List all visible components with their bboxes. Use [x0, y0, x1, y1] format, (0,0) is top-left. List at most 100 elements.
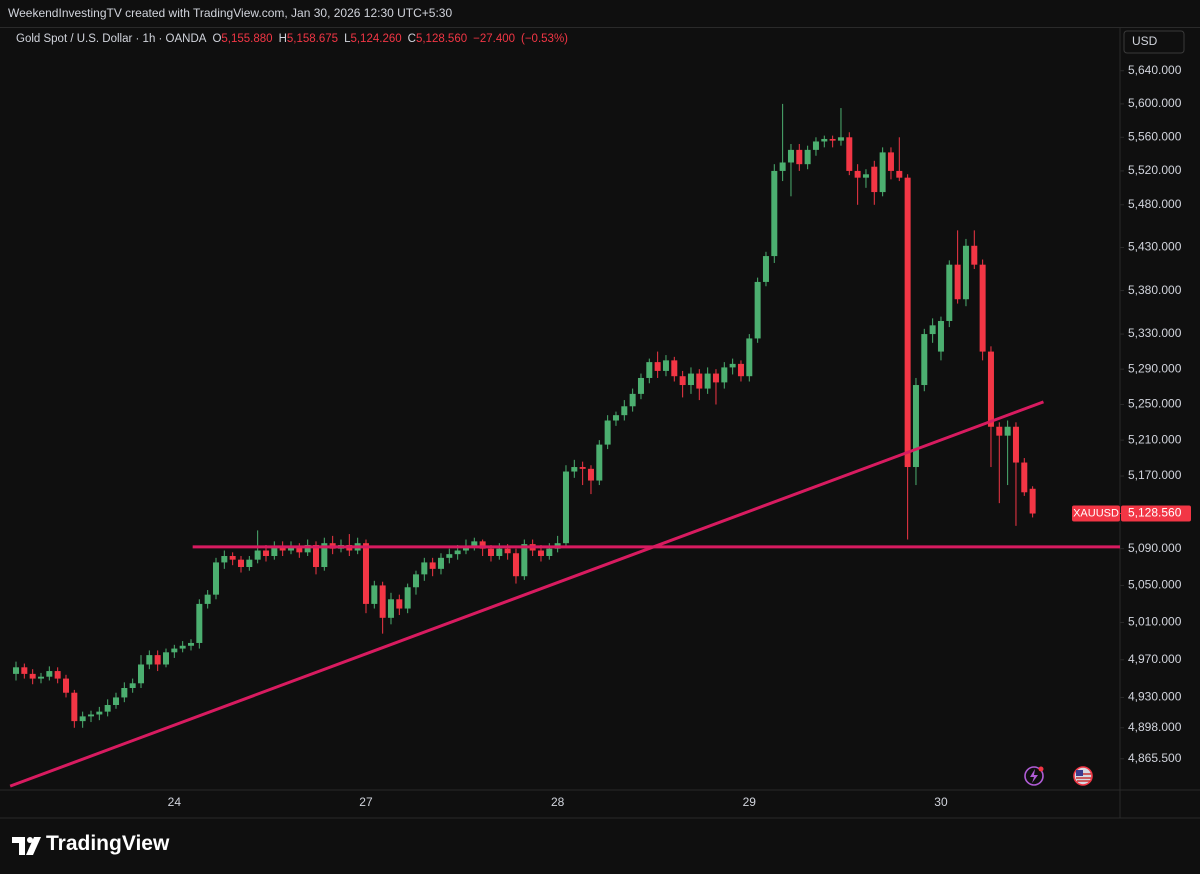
candle-body: [871, 166, 878, 193]
candle-body: [571, 467, 578, 472]
candle-body: [629, 393, 636, 407]
candle-body: [962, 245, 969, 300]
legend-change-pct: (−0.53%): [521, 33, 568, 45]
candle-body: [454, 550, 461, 555]
plot-area: [9, 103, 1120, 788]
candle-body: [196, 603, 203, 643]
candle-body: [312, 545, 319, 568]
candle-body: [679, 376, 686, 386]
y-tick-label: 5,560.000: [1128, 129, 1182, 143]
candle-body: [812, 141, 819, 150]
candle-body: [487, 548, 494, 557]
candle-body: [896, 170, 903, 178]
candle-body: [371, 585, 378, 604]
candle-body: [804, 149, 811, 165]
y-tick-label: 5,210.000: [1128, 432, 1182, 446]
candle-body: [596, 444, 603, 481]
candle-body: [379, 585, 386, 618]
symbol-label: Gold Spot / U.S. Dollar · 1h · OANDA: [16, 33, 207, 45]
legend-value: 5,128.560: [415, 33, 468, 45]
candle-body: [929, 325, 936, 335]
candle-body: [137, 664, 144, 684]
candle-body: [696, 373, 703, 389]
candle-body: [954, 264, 961, 300]
candle-body: [546, 548, 553, 557]
candle-body: [162, 652, 169, 665]
candle-body: [396, 599, 403, 609]
legend-key: L: [344, 33, 351, 45]
candle-body: [654, 362, 661, 371]
symbol-tag: [1072, 505, 1120, 522]
candle-body: [362, 543, 369, 604]
y-tick-label: 5,480.000: [1128, 197, 1182, 211]
y-tick-label: 5,250.000: [1128, 397, 1182, 411]
candle-body: [1004, 426, 1011, 436]
candle-body: [712, 373, 719, 383]
candle-body: [146, 655, 153, 665]
candle-body: [171, 648, 178, 653]
candle-body: [671, 360, 678, 377]
candle-body: [837, 137, 844, 141]
candle-body: [471, 541, 478, 546]
candle-body: [254, 550, 261, 560]
header: WeekendInvestingTV created with TradingV…: [0, 0, 1200, 28]
currency-button[interactable]: [1123, 30, 1185, 54]
candle-body: [646, 362, 653, 378]
price-tag-label: 5,128.560: [1128, 506, 1182, 520]
y-tick-label: 5,010.000: [1128, 615, 1182, 629]
candle-body: [862, 174, 869, 178]
candle-body: [212, 562, 219, 595]
country-icon[interactable]: [1073, 766, 1093, 786]
candle-body: [504, 548, 511, 554]
candle-body: [846, 137, 853, 171]
brand-logo: [12, 837, 41, 855]
candle-body: [946, 264, 953, 321]
candle-body: [612, 415, 619, 421]
drawn-line: [9, 400, 1044, 788]
candle-body: [387, 599, 394, 618]
candle-body: [1012, 426, 1019, 463]
candle-body: [987, 351, 994, 427]
alert-icon[interactable]: [1024, 766, 1044, 786]
y-tick-label: 5,170.000: [1128, 468, 1182, 482]
legend: Gold Spot / U.S. Dollar · 1h · OANDA O5,1…: [16, 33, 568, 45]
y-tick-label: 4,865.500: [1128, 751, 1182, 765]
candle-body: [279, 546, 286, 551]
y-tick-label: 4,898.000: [1128, 720, 1182, 734]
candle-body: [96, 711, 103, 715]
candle-body: [13, 667, 19, 674]
legend-value: 5,158.675: [286, 33, 339, 45]
x-tick-label: 30: [934, 795, 948, 809]
candle-body: [404, 587, 411, 609]
candle-body: [621, 406, 628, 416]
candle-body: [62, 678, 69, 693]
candle-body: [912, 385, 919, 468]
candle-body: [446, 554, 453, 558]
candle-body: [129, 683, 136, 689]
candle-body: [1021, 462, 1028, 493]
candle-body: [687, 373, 694, 386]
x-tick-label: 24: [168, 795, 182, 809]
brand-name: TradingView: [46, 832, 170, 855]
candle-body: [854, 170, 861, 178]
candle-body: [746, 338, 753, 377]
y-tick-label: 5,520.000: [1128, 163, 1182, 177]
candle-body: [979, 264, 986, 352]
candle-body: [229, 556, 236, 560]
candle-body: [821, 138, 828, 142]
candle-body: [729, 363, 736, 368]
candle-body: [179, 645, 186, 649]
y-tick-label: 5,330.000: [1128, 326, 1182, 340]
candle-body: [937, 320, 944, 352]
candle-body: [221, 556, 228, 563]
candle-body: [437, 557, 444, 569]
candle-body: [321, 543, 328, 568]
candle-body: [521, 544, 528, 577]
candle-body: [37, 676, 44, 679]
candle-body: [704, 373, 711, 389]
x-tick-label: 29: [743, 795, 757, 809]
candle-body: [421, 562, 428, 575]
legend-change: −27.400: [473, 33, 516, 45]
